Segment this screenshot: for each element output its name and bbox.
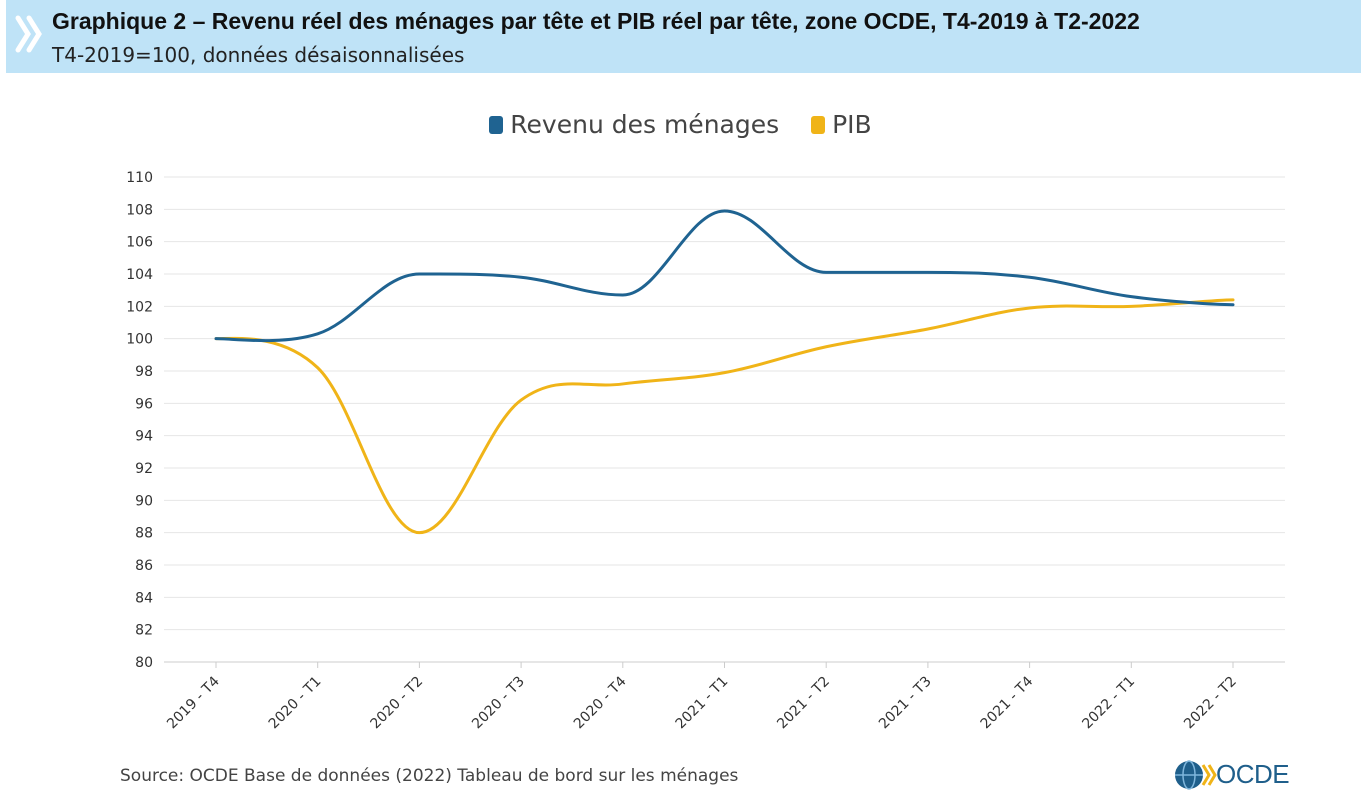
y-tick-label: 86 [135,558,153,574]
x-tick-label: 2020 - T3 [469,674,528,733]
line-chart: 80 82 84 86 88 90 92 94 96 98 100 102 104 106 108 110 20… [126,170,1285,733]
y-tick-label: 100 [126,332,153,348]
x-tick-label: 2020 - T1 [266,674,325,733]
header-banner: Graphique 2 – Revenu réel des ménages pa… [6,0,1361,73]
legend-label-pib: PIB [832,110,872,139]
x-tick-label: 2019 - T4 [164,673,223,732]
legend-label-revenu: Revenu des ménages [510,110,780,139]
series-line-pib [214,298,1235,535]
ocde-logo: OCDE [1174,757,1304,793]
source-note: Source: OCDE Base de données (2022) Tabl… [120,766,739,786]
y-tick-label: 108 [126,202,153,218]
y-tick-label: 98 [135,364,153,380]
y-tick-label: 94 [135,429,153,445]
y-tick-label: 90 [135,493,153,509]
globe-icon [1175,760,1217,790]
y-tick-label: 92 [135,461,153,477]
x-tick-label: 2022 - T2 [1181,674,1240,733]
y-tick-label: 110 [126,170,153,186]
x-tick-label: 2022 - T1 [1079,674,1138,733]
legend-swatch-revenu [489,115,504,134]
y-tick-label: 106 [126,235,153,251]
y-tick-label: 80 [135,655,153,671]
y-tick-label: 104 [126,267,153,283]
legend-item-revenu[interactable]: Revenu des ménages [489,110,779,139]
legend-swatch-pib [811,115,826,134]
chart-subtitle: T4-2019=100, données désaisonnalisées [52,43,465,67]
x-tick-label: 2021 - T1 [673,674,732,733]
legend-item-pib[interactable]: PIB [811,110,872,139]
y-tick-label: 96 [135,396,153,412]
x-tick-label: 2020 - T2 [368,674,427,733]
x-tick-label: 2020 - T4 [571,673,630,732]
x-tick-label: 2021 - T3 [876,674,935,733]
y-tick-label: 84 [135,590,153,606]
series-line-revenu [214,209,1235,343]
y-tick-label: 88 [135,526,153,542]
x-tick-label: 2021 - T2 [774,674,833,733]
logo-text: OCDE [1216,759,1290,789]
double-chevron-icon [15,15,42,53]
chart-title: Graphique 2 – Revenu réel des ménages pa… [52,8,1140,34]
x-tick-label: 2021 - T4 [978,673,1037,732]
chart-legend: Revenu des ménages PIB [0,110,1361,140]
y-tick-label: 82 [135,623,153,639]
y-tick-label: 102 [126,299,153,315]
